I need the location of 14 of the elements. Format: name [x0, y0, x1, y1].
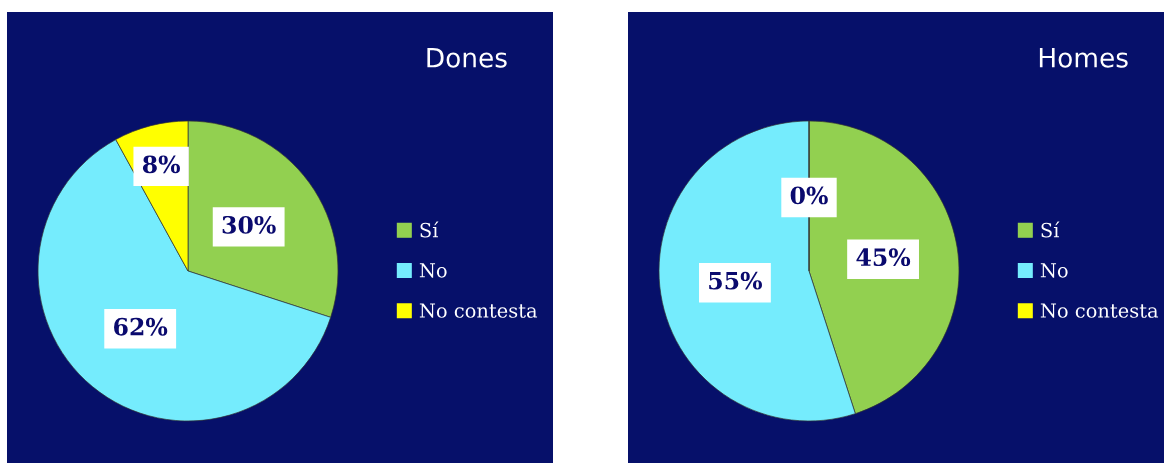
text: 0%: [790, 186, 828, 205]
legend-label: Sí: [1041, 221, 1060, 238]
legend-label: No contesta: [1040, 303, 1159, 318]
chart-title: Dones: [427, 48, 507, 68]
data-label: 30%: [222, 215, 276, 234]
legend-label: Sí: [420, 221, 439, 238]
legend-label: No contesta: [419, 303, 538, 318]
legend-label: No: [419, 263, 447, 278]
data-label: 62%: [114, 317, 168, 336]
data-label: 55%: [709, 271, 762, 290]
data-label: 45%: [856, 248, 911, 267]
chart-title: Homes: [1039, 48, 1128, 68]
legend-label: No: [1040, 263, 1068, 278]
data-label: 8%: [142, 155, 180, 174]
